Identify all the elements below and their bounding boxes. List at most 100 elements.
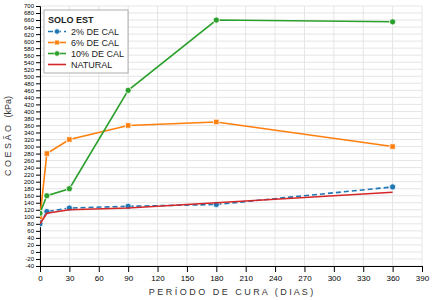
- tick: 150: [181, 266, 195, 283]
- legend-item: 10% DE CAL: [48, 49, 124, 59]
- tick-label: 360: [386, 274, 400, 283]
- tick: 40: [27, 235, 40, 241]
- x-axis: 0306090120150180210240270300330360390: [38, 266, 429, 283]
- tick-label: 30: [65, 274, 74, 283]
- legend-label: 10% DE CAL: [71, 49, 124, 59]
- tick-label: 600: [24, 39, 35, 45]
- tick-mark: [36, 161, 40, 162]
- grid-line-x: [186, 6, 187, 266]
- tick: 0: [38, 266, 43, 283]
- tick: 100: [24, 214, 40, 220]
- tick-mark: [36, 62, 40, 63]
- tick: 340: [24, 130, 40, 136]
- tick: 220: [24, 172, 40, 178]
- series-line: [40, 192, 393, 224]
- tick: 0: [31, 249, 40, 255]
- tick: 30: [65, 266, 74, 283]
- tick-mark: [216, 266, 217, 272]
- tick: 400: [24, 109, 40, 115]
- tick-label: 120: [24, 207, 35, 213]
- grid-line-y: [40, 90, 422, 91]
- tick-mark: [246, 266, 247, 272]
- chart: 0306090120150180210240270300330360390-40…: [0, 0, 434, 300]
- series-marker: [67, 137, 72, 142]
- tick: 440: [24, 95, 40, 101]
- grid-line-x: [275, 6, 276, 266]
- grid-line-y: [40, 160, 422, 161]
- tick: 240: [269, 266, 283, 283]
- tick: 20: [27, 242, 40, 248]
- tick-label: 200: [24, 179, 35, 185]
- series-marker: [44, 193, 50, 199]
- tick-mark: [36, 111, 40, 112]
- legend-marker: [55, 40, 60, 45]
- axis-line: [41, 266, 423, 267]
- tick-mark: [36, 154, 40, 155]
- tick-label: 120: [151, 274, 165, 283]
- grid-line-y: [40, 153, 422, 154]
- legend-label: 2% DE CAL: [71, 27, 119, 37]
- tick-mark: [36, 34, 40, 35]
- tick-label: 320: [24, 137, 35, 143]
- grid-line-y: [40, 83, 422, 84]
- tick-label: 300: [328, 274, 342, 283]
- tick: 240: [24, 165, 40, 171]
- grid-line-y: [40, 195, 422, 196]
- series-group: [40, 17, 396, 227]
- tick: 330: [357, 266, 371, 283]
- tick: 640: [24, 25, 40, 31]
- tick-label: 240: [269, 274, 283, 283]
- tick-mark: [36, 168, 40, 169]
- tick: 270: [298, 266, 312, 283]
- tick-mark: [36, 203, 40, 204]
- grid-line-x: [363, 6, 364, 266]
- tick-label: 160: [24, 193, 35, 199]
- tick-label: 20: [27, 242, 34, 248]
- tick-mark: [36, 41, 40, 42]
- tick: 620: [24, 32, 40, 38]
- tick: 360: [24, 123, 40, 129]
- tick-label: 60: [95, 274, 104, 283]
- tick-mark: [36, 210, 40, 211]
- tick-mark: [36, 217, 40, 218]
- grid-line-y: [40, 266, 422, 267]
- tick: -20: [25, 256, 40, 262]
- tick-label: 240: [24, 165, 35, 171]
- series-marker: [125, 87, 131, 93]
- tick: 90: [124, 266, 133, 283]
- tick: 500: [24, 74, 40, 80]
- series-marker: [125, 123, 130, 128]
- series-marker: [40, 210, 43, 216]
- tick-mark: [36, 76, 40, 77]
- tick-label: 620: [24, 32, 35, 38]
- tick: 360: [386, 266, 400, 283]
- grid-line-y: [40, 97, 422, 98]
- tick-mark: [36, 231, 40, 232]
- grid-line-y: [40, 104, 422, 105]
- tick-mark: [36, 140, 40, 141]
- tick-label: 100: [24, 214, 35, 220]
- tick-label: 660: [24, 17, 35, 23]
- legend-frame: [44, 10, 128, 73]
- tick: 300: [24, 144, 40, 150]
- tick-mark: [36, 55, 40, 56]
- tick-label: 0: [31, 249, 35, 255]
- y-axis-title: C O E S Ã O (kPa): [3, 96, 13, 176]
- tick-label: 500: [24, 74, 35, 80]
- tick: 520: [24, 67, 40, 73]
- grid-line-y: [40, 125, 422, 126]
- series-marker: [66, 186, 72, 192]
- tick-mark: [36, 6, 40, 7]
- tick-label: 60: [27, 228, 34, 234]
- grid-line-y: [40, 181, 422, 182]
- grid-line-y: [40, 251, 422, 252]
- grid-line-x: [392, 6, 393, 266]
- tick-label: 280: [24, 151, 35, 157]
- tick: 200: [24, 179, 40, 185]
- tick-label: 340: [24, 130, 35, 136]
- tick-mark: [334, 266, 335, 272]
- tick-label: 360: [24, 123, 35, 129]
- tick-mark: [36, 104, 40, 105]
- tick-mark: [275, 266, 276, 272]
- tick-mark: [36, 238, 40, 239]
